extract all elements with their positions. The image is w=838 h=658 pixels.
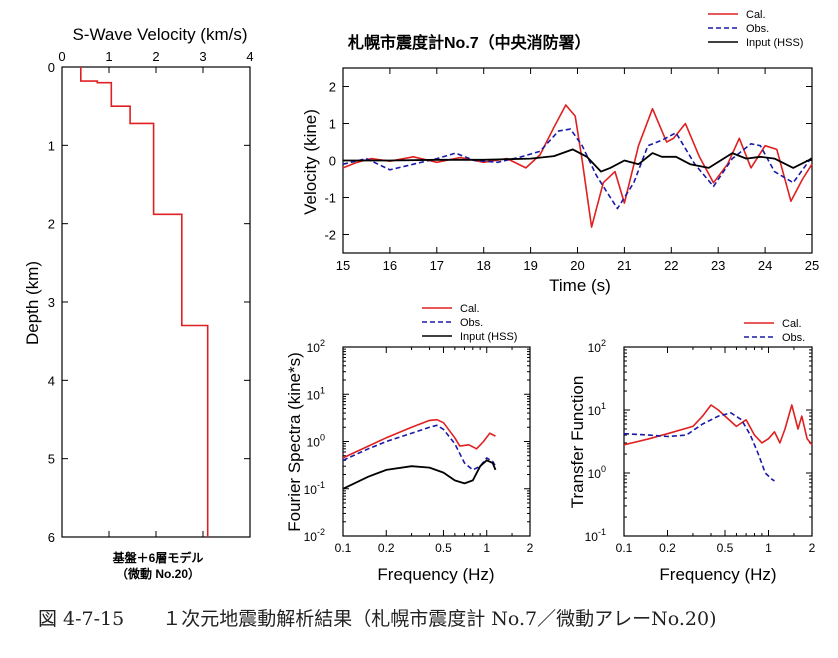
fourier-ytick-label: 10-2 bbox=[304, 527, 325, 544]
profile-ylabel: Depth (km) bbox=[23, 261, 42, 345]
velocity-legend-label: Obs. bbox=[746, 23, 769, 35]
fourier-ytick-label: 101 bbox=[307, 385, 325, 402]
profile-ytick-label: 4 bbox=[48, 373, 55, 388]
profile-axes: 0 1 2 3 4 0 1 2 3 4 5 6 bbox=[48, 49, 254, 545]
fourier-ytick-exponent: 0 bbox=[320, 433, 325, 443]
transfer-xtick-label: 2 bbox=[809, 541, 816, 555]
transfer-xtick-label: 0.2 bbox=[659, 541, 676, 555]
velocity-title: 札幌市震度計No.7（中央消防署） bbox=[347, 33, 591, 52]
transfer-ytick-exponent: 0 bbox=[601, 464, 606, 474]
velocity-xtick-label: 18 bbox=[476, 258, 490, 273]
transfer-ytick-exponent: 2 bbox=[601, 338, 606, 348]
velocity-ytick-label: -1 bbox=[324, 191, 336, 206]
profile-ytick-label: 1 bbox=[48, 138, 55, 153]
profile-xtick-label: 0 bbox=[58, 49, 65, 64]
profile-ytick-label: 5 bbox=[48, 452, 55, 467]
profile-xtick-label: 3 bbox=[199, 49, 206, 64]
fourier-frame bbox=[342, 346, 531, 537]
profile-title: S-Wave Velocity (km/s) bbox=[72, 25, 247, 44]
velocity-xlabel: Time (s) bbox=[549, 276, 611, 295]
fourier-series-cal bbox=[342, 418, 496, 459]
fourier-ylabel: Fourier Spectra (kine*s) bbox=[285, 352, 304, 532]
velocity-xtick-label: 20 bbox=[570, 258, 584, 273]
transfer-xtick-label: 0.1 bbox=[616, 541, 633, 555]
transfer-ytick-exponent: -1 bbox=[598, 527, 606, 537]
figure-caption: 図 4-7-15 １次元地震動解析結果（札幌市震度計 No.7／微動アレーNo.… bbox=[38, 608, 717, 630]
transfer-frame bbox=[623, 346, 813, 537]
velocity-ytick-label: -2 bbox=[324, 228, 336, 243]
transfer-legend-label: Obs. bbox=[782, 332, 805, 344]
fourier-ytick-exponent: 1 bbox=[320, 385, 325, 395]
velocity-xtick-label: 16 bbox=[383, 258, 397, 273]
velocity-xtick-label: 24 bbox=[758, 258, 772, 273]
transfer-xtick-label: 0.5 bbox=[717, 541, 734, 555]
velocity-series-input bbox=[343, 148, 813, 173]
transfer-xlabel: Frequency (Hz) bbox=[659, 565, 776, 584]
fourier-series-obs bbox=[342, 424, 497, 471]
profile-note-line2: （微動 No.20） bbox=[116, 566, 200, 581]
velocity-xtick-label: 23 bbox=[711, 258, 725, 273]
transfer-ytick-exponent: 1 bbox=[601, 401, 606, 411]
fourier-ytick-exponent: 2 bbox=[320, 338, 325, 348]
transfer-ytick-label: 101 bbox=[588, 401, 606, 418]
fourier-xtick-label: 1 bbox=[483, 541, 490, 555]
profile-xtick-label: 2 bbox=[152, 49, 159, 64]
profile-xtick-label: 1 bbox=[105, 49, 112, 64]
profile-ytick-label: 2 bbox=[48, 217, 55, 232]
velocity-xtick-label: 19 bbox=[523, 258, 537, 273]
velocity-xtick-label: 15 bbox=[336, 258, 350, 273]
velocity-xtick-label: 25 bbox=[805, 258, 819, 273]
velocity-ylabel: Velocity (kine) bbox=[301, 109, 320, 215]
velocity-xtick-label: 22 bbox=[664, 258, 678, 273]
transfer-series-cal bbox=[623, 404, 813, 446]
fourier-ytick-exponent: -1 bbox=[317, 480, 325, 490]
velocity-chart: 札幌市震度計No.7（中央消防署） 15 16 17 18 19 20 21 22 23 24 25… bbox=[301, 9, 819, 295]
fourier-ytick-label: 102 bbox=[307, 338, 325, 355]
profile-ytick-label: 6 bbox=[48, 530, 55, 545]
transfer-series-obs bbox=[623, 412, 775, 482]
profile-ytick-label: 3 bbox=[48, 295, 55, 310]
transfer-ytick-label: 102 bbox=[588, 338, 606, 355]
transfer-ytick-label: 100 bbox=[588, 464, 606, 481]
velocity-ytick-label: 2 bbox=[329, 80, 336, 95]
fourier-chart: 0.1 0.2 0.5 1 210-210-1100101102Cal.Obs.Inpu… bbox=[285, 303, 534, 584]
profile-frame bbox=[61, 66, 251, 538]
profile-ytick-label: 0 bbox=[48, 60, 55, 75]
fourier-ytick-label: 10-1 bbox=[304, 480, 325, 497]
velocity-xtick-label: 21 bbox=[617, 258, 631, 273]
transfer-xtick-label: 1 bbox=[765, 541, 772, 555]
profile-note-line1: 基盤＋6層モデル bbox=[112, 550, 204, 565]
fourier-ytick-label: 100 bbox=[307, 433, 325, 450]
velocity-legend-label: Input (HSS) bbox=[746, 37, 803, 49]
velocity-ytick-label: 1 bbox=[329, 117, 336, 132]
fourier-legend-label: Obs. bbox=[460, 317, 483, 329]
velocity-legend-label: Cal. bbox=[746, 9, 766, 21]
transfer-ytick-label: 10-1 bbox=[585, 527, 606, 544]
velocity-axes: 15 16 17 18 19 20 21 22 23 24 25 -2 -1 0 1 2 Cal. Obs. Inp… bbox=[324, 9, 819, 273]
fourier-legend-label: Cal. bbox=[460, 303, 480, 315]
fourier-legend-label: Input (HSS) bbox=[460, 331, 517, 343]
transfer-ylabel: Transfer Function bbox=[568, 376, 587, 509]
fourier-xtick-label: 0.1 bbox=[335, 541, 352, 555]
profile-chart: S-Wave Velocity (km/s) 0 1 2 3 4 0 1 2 3 4 5 6 Dept… bbox=[23, 25, 254, 581]
fourier-xlabel: Frequency (Hz) bbox=[377, 565, 494, 584]
velocity-series-cal bbox=[342, 104, 813, 228]
velocity-xtick-label: 17 bbox=[430, 258, 444, 273]
velocity-series-obs bbox=[342, 128, 813, 210]
velocity-ytick-label: 0 bbox=[329, 154, 336, 169]
transfer-legend-label: Cal. bbox=[782, 318, 802, 330]
fourier-xtick-label: 0.5 bbox=[435, 541, 452, 555]
fourier-xtick-label: 0.2 bbox=[378, 541, 395, 555]
profile-xtick-label: 4 bbox=[246, 49, 253, 64]
profile-velocity-step-line bbox=[80, 67, 209, 537]
fourier-xtick-label: 2 bbox=[527, 541, 534, 555]
fourier-axes: 0.1 0.2 0.5 1 210-210-1100101102Cal.Obs.Inpu… bbox=[304, 303, 534, 555]
fourier-series-input bbox=[342, 459, 497, 490]
fourier-ytick-exponent: -2 bbox=[317, 527, 325, 537]
